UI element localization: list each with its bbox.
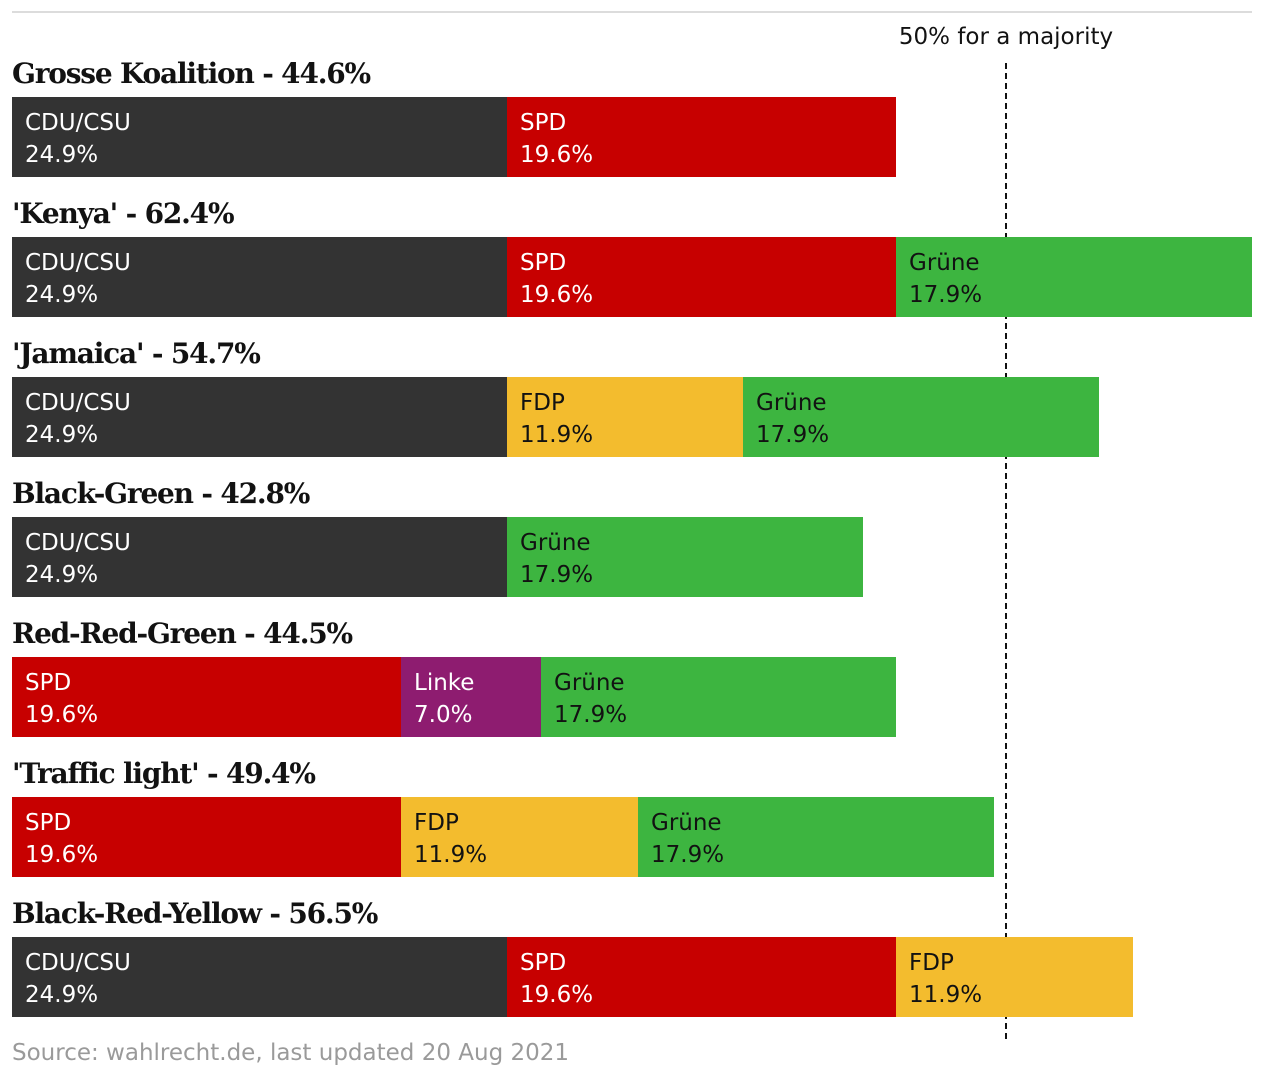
majority-reference-line	[1005, 63, 1007, 1039]
segment-value-label: 19.6%	[25, 702, 99, 728]
segment-party-label: Grüne	[909, 250, 980, 276]
segment-value-label: 19.6%	[520, 982, 594, 1008]
source-note: Source: wahlrecht.de, last updated 20 Au…	[12, 1040, 570, 1066]
segment-value-label: 11.9%	[414, 842, 488, 868]
coalition-title: 'Jamaica' - 54.7%	[12, 337, 261, 370]
coalition-title: 'Kenya' - 62.4%	[12, 197, 235, 230]
segment-party-label: SPD	[25, 670, 72, 696]
segment-value-label: 24.9%	[25, 982, 99, 1008]
segment-value-label: 24.9%	[25, 562, 99, 588]
segment-party-label: Grüne	[554, 670, 625, 696]
bar-segment-linke: Linke 7.0%	[401, 657, 541, 737]
top-rule	[12, 11, 1252, 13]
stacked-bar: CDU/CSU 24.9% SPD 19.6% FDP 11.9%	[12, 937, 1252, 1017]
segment-value-label: 24.9%	[25, 282, 99, 308]
bar-segment-spd: SPD 19.6%	[507, 237, 896, 317]
coalition-title: 'Traffic light' - 49.4%	[12, 757, 316, 790]
stacked-bar: CDU/CSU 24.9% SPD 19.6% Grüne 17.9%	[12, 237, 1252, 317]
segment-party-label: FDP	[414, 810, 459, 836]
coalition-row: Red-Red-Green - 44.5% SPD 19.6% Linke 7.0% Gr…	[0, 616, 1278, 756]
bar-segment-gruene: Grüne 17.9%	[507, 517, 863, 597]
segment-value-label: 7.0%	[414, 702, 473, 728]
segment-value-label: 17.9%	[520, 562, 594, 588]
stacked-bar: CDU/CSU 24.9% Grüne 17.9%	[12, 517, 1252, 597]
segment-value-label: 19.6%	[520, 142, 594, 168]
bar-segment-fdp: FDP 11.9%	[401, 797, 638, 877]
bar-segment-cdu-csu: CDU/CSU 24.9%	[12, 377, 507, 457]
coalition-row: 'Traffic light' - 49.4% SPD 19.6% FDP 11.9% G…	[0, 756, 1278, 896]
segment-party-label: CDU/CSU	[25, 530, 131, 556]
segment-value-label: 17.9%	[909, 282, 983, 308]
stacked-bar: CDU/CSU 24.9% FDP 11.9% Grüne 17.9%	[12, 377, 1252, 457]
segment-party-label: SPD	[520, 950, 567, 976]
bar-segment-gruene: Grüne 17.9%	[743, 377, 1099, 457]
segment-party-label: CDU/CSU	[25, 950, 131, 976]
segment-value-label: 17.9%	[554, 702, 628, 728]
bar-segment-spd: SPD 19.6%	[507, 937, 896, 1017]
coalition-row: 'Kenya' - 62.4% CDU/CSU 24.9% SPD 19.6% Grüne…	[0, 196, 1278, 336]
coalition-row: Black-Red-Yellow - 56.5% CDU/CSU 24.9% SPD 1…	[0, 896, 1278, 1036]
bar-segment-cdu-csu: CDU/CSU 24.9%	[12, 97, 507, 177]
coalition-title: Black-Red-Yellow - 56.5%	[12, 897, 378, 930]
segment-party-label: CDU/CSU	[25, 390, 131, 416]
segment-value-label: 19.6%	[25, 842, 99, 868]
segment-party-label: Grüne	[520, 530, 591, 556]
bar-segment-gruene: Grüne 17.9%	[896, 237, 1252, 317]
bar-segment-spd: SPD 19.6%	[12, 657, 401, 737]
coalition-row: Black-Green - 42.8% CDU/CSU 24.9% Grüne 17.9…	[0, 476, 1278, 616]
segment-value-label: 24.9%	[25, 422, 99, 448]
segment-party-label: CDU/CSU	[25, 250, 131, 276]
bar-segment-cdu-csu: CDU/CSU 24.9%	[12, 237, 507, 317]
segment-party-label: FDP	[909, 950, 954, 976]
coalition-title: Black-Green - 42.8%	[12, 477, 310, 510]
coalition-title: Red-Red-Green - 44.5%	[12, 617, 353, 650]
stacked-bar: SPD 19.6% FDP 11.9% Grüne 17.9%	[12, 797, 1252, 877]
segment-value-label: 24.9%	[25, 142, 99, 168]
coalition-title: Grosse Koalition - 44.6%	[12, 57, 371, 90]
bar-segment-spd: SPD 19.6%	[507, 97, 896, 177]
segment-party-label: FDP	[520, 390, 565, 416]
segment-value-label: 17.9%	[651, 842, 725, 868]
segment-party-label: Grüne	[756, 390, 827, 416]
stacked-bar: CDU/CSU 24.9% SPD 19.6%	[12, 97, 1252, 177]
bar-segment-fdp: FDP 11.9%	[507, 377, 743, 457]
majority-label: 50% for a majority	[898, 24, 1114, 50]
segment-party-label: SPD	[520, 110, 567, 136]
bar-segment-fdp: FDP 11.9%	[896, 937, 1133, 1017]
segment-value-label: 17.9%	[756, 422, 830, 448]
segment-value-label: 11.9%	[520, 422, 594, 448]
segment-party-label: SPD	[520, 250, 567, 276]
bar-segment-cdu-csu: CDU/CSU 24.9%	[12, 517, 507, 597]
segment-party-label: Grüne	[651, 810, 722, 836]
bar-segment-gruene: Grüne 17.9%	[638, 797, 994, 877]
segment-party-label: SPD	[25, 810, 72, 836]
bar-segment-cdu-csu: CDU/CSU 24.9%	[12, 937, 507, 1017]
stacked-bar: SPD 19.6% Linke 7.0% Grüne 17.9%	[12, 657, 1252, 737]
segment-party-label: CDU/CSU	[25, 110, 131, 136]
segment-party-label: Linke	[414, 670, 475, 696]
segment-value-label: 11.9%	[909, 982, 983, 1008]
segment-value-label: 19.6%	[520, 282, 594, 308]
bar-segment-gruene: Grüne 17.9%	[541, 657, 896, 737]
coalition-row: 'Jamaica' - 54.7% CDU/CSU 24.9% FDP 11.9% Grü…	[0, 336, 1278, 476]
bar-segment-spd: SPD 19.6%	[12, 797, 401, 877]
coalition-row: Grosse Koalition - 44.6% CDU/CSU 24.9% SPD 1…	[0, 56, 1278, 196]
